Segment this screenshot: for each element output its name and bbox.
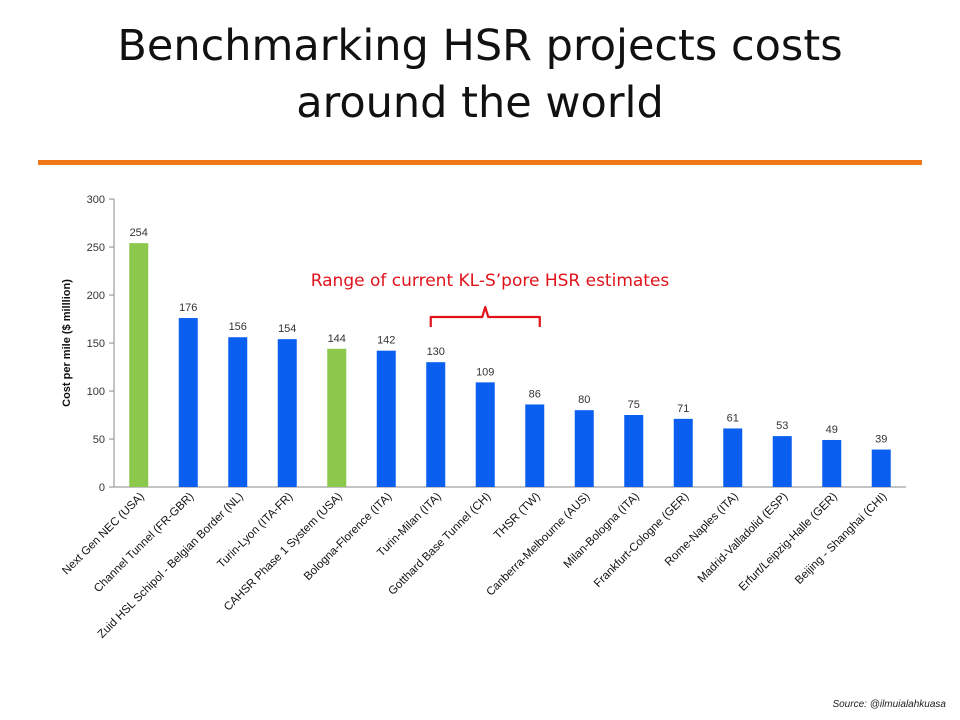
- bar-value-label: 71: [677, 403, 689, 415]
- slide-title-line1: Benchmarking HSR projects costs: [117, 21, 843, 71]
- y-tick-label: 50: [93, 434, 105, 446]
- x-tick-label: Madrid-Valladolid (ESP): [696, 491, 791, 586]
- bar-value-label: 75: [628, 399, 640, 411]
- bar: [228, 337, 248, 487]
- bar: [376, 350, 396, 487]
- x-tick-label: Beijing - Shanghai (CHI): [793, 491, 889, 587]
- bar-value-label: 49: [826, 424, 838, 436]
- bar-value-label: 154: [278, 323, 296, 335]
- x-tick-label: Next Gen NEC (USA): [60, 491, 147, 578]
- bar-value-label: 144: [328, 333, 346, 345]
- bar: [723, 428, 743, 487]
- bar: [871, 449, 891, 487]
- y-tick-label: 300: [87, 194, 105, 206]
- source-credit: Source: @ilmuialahkuasa: [832, 699, 946, 710]
- bar: [525, 404, 545, 487]
- y-tick-label: 150: [87, 338, 105, 350]
- bar: [327, 348, 347, 487]
- bar: [822, 439, 842, 487]
- bar-value-label: 53: [776, 420, 788, 432]
- bar-value-label: 39: [875, 434, 887, 446]
- title-underline-rule: [38, 160, 922, 165]
- slide-title-line2: around the world: [296, 78, 664, 128]
- bar-value-label: 142: [377, 335, 395, 347]
- bar-value-label: 254: [130, 227, 148, 239]
- bar: [673, 418, 693, 487]
- bar-value-label: 61: [727, 412, 739, 424]
- y-axis-title: Cost per mile ($ milllion): [61, 279, 73, 407]
- x-tick-label: Bologna-Florence (ITA): [302, 491, 395, 584]
- bar-value-label: 130: [427, 346, 445, 358]
- bar: [426, 362, 446, 487]
- x-tick-label: THSR (TW): [492, 491, 543, 542]
- bar: [178, 318, 198, 487]
- y-tick-label: 250: [87, 242, 105, 254]
- bar: [475, 382, 495, 487]
- y-tick-label: 200: [87, 290, 105, 302]
- x-tick-label: Frankfurt-Cologne (GER): [592, 491, 691, 590]
- x-tick-label: Canberra-Melbourne (AUS): [484, 491, 592, 599]
- annotation-bracket: [429, 305, 541, 327]
- slide-title: Benchmarking HSR projects costs around t…: [60, 18, 900, 132]
- annotation-text: Range of current KL-S’pore HSR estimates: [311, 271, 670, 291]
- bar-value-label: 109: [476, 366, 494, 378]
- bar: [129, 243, 149, 487]
- x-tick-label: Gotthard Base Tunnel (CH): [386, 491, 493, 598]
- x-tick-label: Erfurt/Leipzig-Halle (GER): [737, 491, 840, 594]
- y-tick-label: 100: [87, 386, 105, 398]
- bar: [624, 415, 644, 487]
- bar: [772, 436, 792, 487]
- bar-value-label: 176: [179, 302, 197, 314]
- bar-value-label: 86: [529, 388, 541, 400]
- bar-value-label: 80: [578, 394, 590, 406]
- x-tick-label: Channel Tunnel (FR-GBR): [92, 491, 196, 595]
- y-tick-label: 0: [99, 482, 105, 494]
- bar-value-label: 156: [229, 321, 247, 333]
- bar: [277, 339, 297, 487]
- bar: [574, 410, 594, 487]
